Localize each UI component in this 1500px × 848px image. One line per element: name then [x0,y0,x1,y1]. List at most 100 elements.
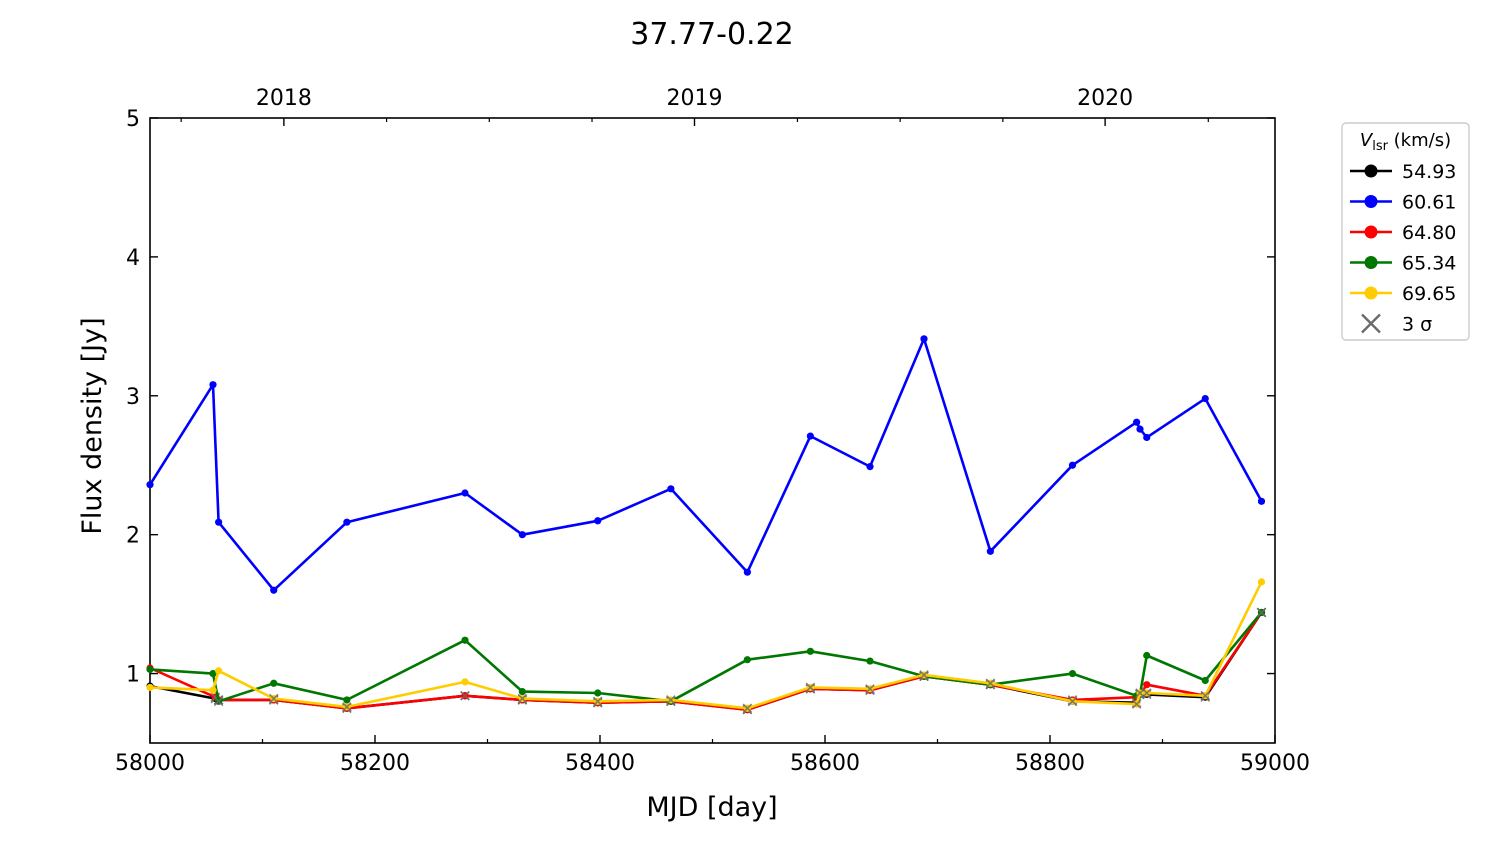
data-point [743,568,751,576]
data-point [215,667,223,675]
data-point [866,463,874,471]
data-point [1257,578,1266,586]
plot-area: 58000 58200 58400 58600 58800 59000 1 2 3 4 5 2018 2… [115,86,1310,776]
sigma-marker [805,682,816,693]
legend-label: 69.65 [1402,283,1456,305]
top-year-label: 2019 [667,86,723,111]
legend-label: 65.34 [1402,253,1456,275]
y-tick-label: 5 [126,107,140,132]
legend-marker [1364,195,1378,208]
x-tick-label: 59000 [1240,751,1310,776]
series-64.80 [146,607,1267,715]
data-point [920,335,928,343]
legend-marker [1364,286,1378,300]
sigma-marker [213,696,224,707]
sigma-marker [517,693,528,704]
top-year-label: 2018 [256,86,312,111]
sigma-marker [985,678,996,689]
top-year-label: 2020 [1077,86,1133,111]
y-tick-label: 1 [126,663,140,688]
x-tick-label: 58800 [1015,751,1085,776]
data-point [1143,681,1151,689]
series-line [149,611,1263,712]
series-line [149,611,1263,703]
data-point [270,679,278,687]
data-point [1143,433,1151,442]
data-point [1136,425,1144,433]
series-line [149,611,1263,712]
legend-marker [1364,225,1378,239]
sigma-marker [865,684,875,694]
data-point [1201,394,1209,403]
data-point [461,636,469,644]
x-tick-label: 58400 [565,751,635,776]
data-point [518,531,526,539]
x-tick-label: 58200 [340,751,410,776]
sigma-marker [1067,696,1078,707]
sigma-marker [666,695,676,705]
legend-label: 64.80 [1402,222,1456,244]
data-point [209,686,217,694]
data-point [1201,676,1209,685]
x-tick-label: 58600 [790,751,860,776]
data-point [343,696,351,704]
legend-label: 54.93 [1402,161,1456,183]
sigma-marker [1141,688,1152,698]
data-point [146,683,154,692]
y-axis-label: Flux density [Jy] [77,317,108,534]
x-tick-label: 58000 [115,751,185,776]
data-point [1133,418,1141,426]
data-point [209,381,217,389]
y-tick-label: 3 [126,385,140,410]
data-point [215,518,223,526]
data-point [270,586,278,594]
data-point [986,547,994,555]
sigma-marker [268,693,279,704]
legend-sigma-icon [1361,313,1381,334]
legend-sigma-label: 3 σ [1402,314,1432,336]
sigma-marker [742,703,753,714]
sigma-marker [1256,607,1267,618]
data-point [594,517,602,525]
x-axis-label: MJD [day] [646,792,777,823]
series-65.34 [146,607,1267,707]
data-point [461,489,469,497]
data-point [146,481,154,489]
data-point [146,665,154,673]
sigma-marker [342,702,352,712]
data-point [667,485,675,493]
y-tick-label: 4 [126,246,140,271]
data-point [743,656,751,664]
sigma-marker [460,691,470,701]
data-point [594,689,602,697]
series-69.65 [146,578,1266,714]
legend-title: Vlsr (km/s) [1360,130,1451,154]
data-point [1068,461,1077,469]
data-point [1143,651,1151,660]
legend-label: 60.61 [1402,192,1456,214]
data-point [209,669,217,678]
data-point [806,432,814,440]
data-point [866,657,874,665]
data-point [1257,497,1266,505]
sigma-marker [919,670,929,680]
series-60.61 [146,335,1266,594]
sigma-marker [1200,691,1211,701]
series-line [148,337,1263,592]
data-point [343,518,351,526]
legend-marker [1364,164,1378,178]
data-point [1068,669,1077,678]
sigma-marker [1131,699,1142,709]
chart-title: 37.77-0.22 [630,17,794,52]
legend: Vlsr (km/s) 54.93 60.61 64.80 65.34 69.65 3 σ [1341,122,1470,341]
plot-frame [149,117,1276,744]
legend-marker [1364,256,1378,269]
y-tick-label: 2 [126,524,140,549]
series-line [149,581,1263,710]
legend-box [1341,122,1470,341]
sigma-marker [1135,688,1145,698]
sigma-marker [592,696,603,707]
data-point [518,688,526,696]
